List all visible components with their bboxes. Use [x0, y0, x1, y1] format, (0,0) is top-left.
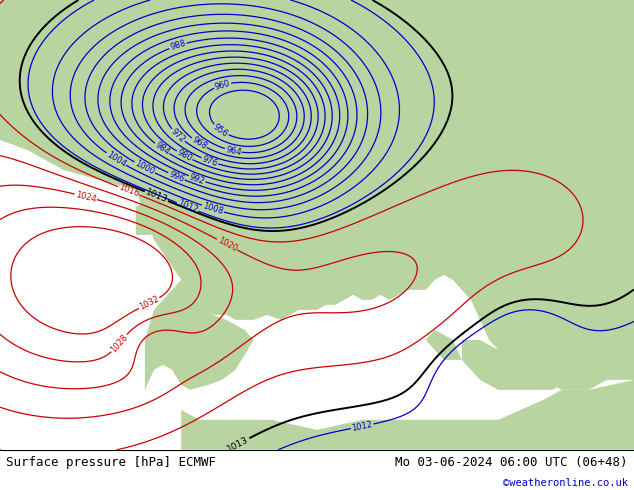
Polygon shape [262, 35, 498, 190]
Text: 992: 992 [188, 172, 206, 186]
Text: 960: 960 [214, 78, 231, 92]
Text: 1013: 1013 [144, 188, 169, 205]
Polygon shape [172, 165, 235, 250]
Polygon shape [9, 85, 108, 120]
Text: 956: 956 [212, 122, 230, 139]
Text: Mo 03-06-2024 06:00 UTC (06+48): Mo 03-06-2024 06:00 UTC (06+48) [395, 456, 628, 469]
Text: 964: 964 [225, 145, 242, 157]
Polygon shape [425, 330, 462, 360]
Text: 1028: 1028 [109, 333, 129, 354]
Text: ©weatheronline.co.uk: ©weatheronline.co.uk [503, 478, 628, 488]
Polygon shape [389, 60, 480, 160]
Polygon shape [0, 0, 634, 390]
Polygon shape [0, 30, 108, 110]
Text: 1004: 1004 [105, 150, 127, 169]
Text: 968: 968 [190, 135, 209, 151]
Text: 1000: 1000 [133, 159, 156, 176]
Polygon shape [299, 170, 326, 180]
Text: 1024: 1024 [75, 190, 97, 204]
Text: 1012: 1012 [351, 420, 373, 433]
Text: 1008: 1008 [202, 201, 224, 216]
Polygon shape [145, 280, 254, 390]
Text: 988: 988 [169, 39, 187, 52]
Text: 984: 984 [153, 141, 171, 157]
Text: Surface pressure [hPa] ECMWF: Surface pressure [hPa] ECMWF [6, 456, 216, 469]
Polygon shape [462, 330, 634, 390]
Polygon shape [181, 380, 634, 450]
Text: 1013: 1013 [226, 435, 250, 454]
Text: 980: 980 [176, 148, 193, 163]
Text: 972: 972 [169, 127, 187, 144]
Text: 996: 996 [167, 169, 186, 184]
Polygon shape [136, 197, 172, 235]
Text: 1016: 1016 [117, 183, 140, 199]
Text: 1032: 1032 [138, 294, 160, 312]
Text: 976: 976 [201, 154, 219, 168]
Text: 1020: 1020 [216, 236, 238, 253]
Text: 1012: 1012 [176, 199, 199, 215]
